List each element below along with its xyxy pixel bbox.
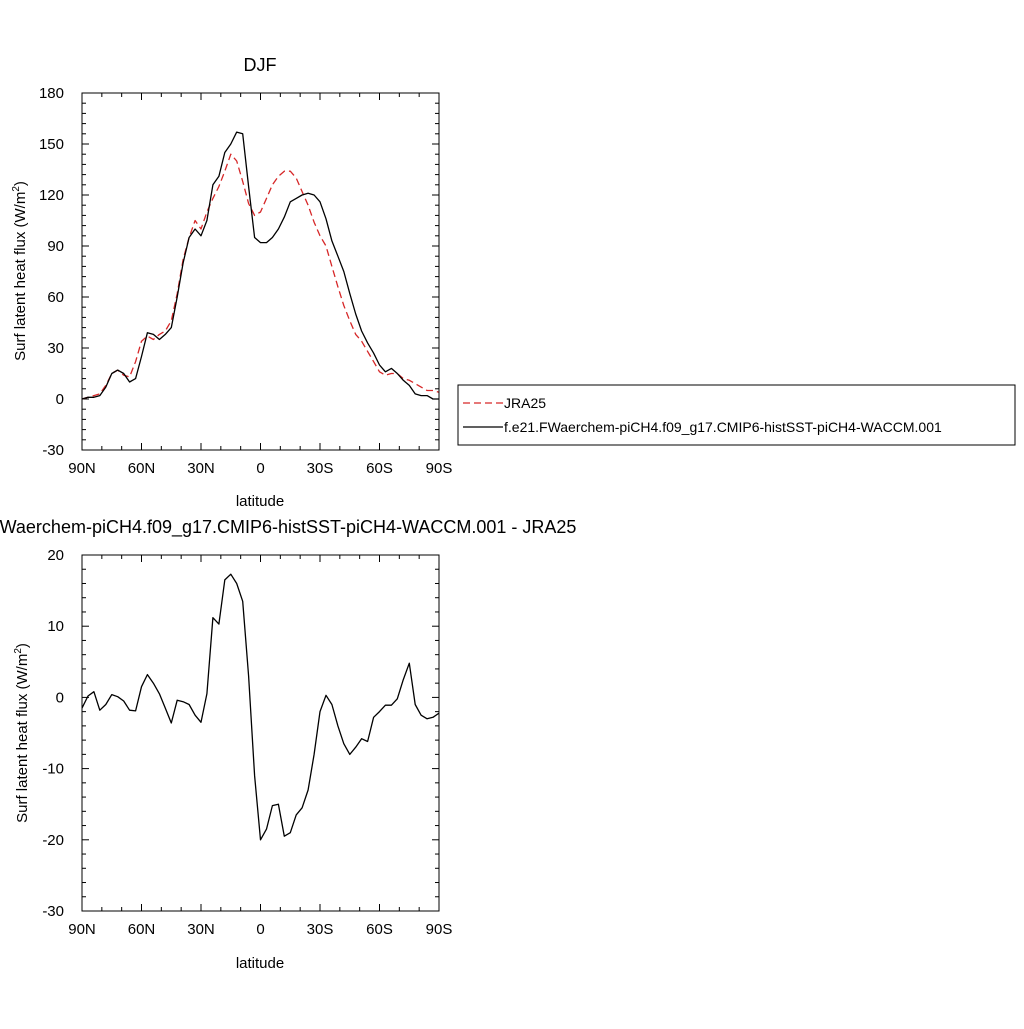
- x-tick-label: 90S: [426, 460, 453, 477]
- series-line-0: [81, 573, 440, 841]
- top-panel-y-axis-title: Surf latent heat flux (W/m2): [11, 181, 29, 361]
- y-tick-label: -30: [42, 903, 64, 920]
- legend: JRA25 f.e21.FWaerchem-piCH4.f09_g17.CMIP…: [457, 384, 1016, 446]
- y-tick-label: 180: [39, 85, 64, 102]
- y-tick-label: 20: [47, 547, 64, 564]
- legend-entry-model: f.e21.FWaerchem-piCH4.f09_g17.CMIP6-hist…: [504, 419, 942, 435]
- x-tick-label: 90S: [426, 921, 453, 938]
- legend-box: [457, 384, 1016, 446]
- y-tick-label: 150: [39, 136, 64, 153]
- y-tick-label: -10: [42, 761, 64, 778]
- x-tick-label: 90N: [68, 921, 96, 938]
- x-tick-label: 60N: [128, 460, 156, 477]
- x-tick-label: 60S: [366, 460, 393, 477]
- legend-entry-jra25: JRA25: [504, 395, 546, 411]
- y-tick-label: 120: [39, 187, 64, 204]
- y-tick-label: 30: [47, 340, 64, 357]
- y-tick-label: -20: [42, 832, 64, 849]
- bottom-panel-x-axis-title: latitude: [236, 955, 284, 972]
- y-tick-label: 90: [47, 238, 64, 255]
- bottom-panel-title: f.e21.FWaerchem-piCH4.f09_g17.CMIP6-hist…: [0, 517, 576, 538]
- y-tick-label: 10: [47, 618, 64, 635]
- x-tick-label: 90N: [68, 460, 96, 477]
- top-panel-x-axis-title: latitude: [236, 493, 284, 510]
- top-panel: DJF 90N 60N 30N 0 30S 60S 90S -30 0 30 60 90 120 150…: [11, 55, 452, 510]
- top-panel-frame: [81, 92, 440, 451]
- x-tick-label: 30S: [307, 921, 334, 938]
- y-tick-label: 0: [56, 391, 64, 408]
- x-tick-label: 30N: [187, 921, 215, 938]
- bottom-panel-frame: [81, 554, 440, 912]
- x-tick-label: 60N: [128, 921, 156, 938]
- x-tick-label: 0: [256, 460, 264, 477]
- series-line-1: [81, 131, 439, 400]
- top-panel-title: DJF: [244, 55, 277, 75]
- x-tick-label: 60S: [366, 921, 393, 938]
- y-tick-label: -30: [42, 442, 64, 459]
- y-tick-label: 0: [56, 689, 64, 706]
- series-line-0: [81, 153, 440, 400]
- x-tick-label: 0: [256, 921, 264, 938]
- x-tick-label: 30S: [307, 460, 334, 477]
- bottom-panel: f.e21.FWaerchem-piCH4.f09_g17.CMIP6-hist…: [0, 517, 576, 972]
- x-tick-label: 30N: [187, 460, 215, 477]
- bottom-panel-y-axis-title: Surf latent heat flux (W/m2): [13, 643, 31, 823]
- y-tick-label: 60: [47, 289, 64, 306]
